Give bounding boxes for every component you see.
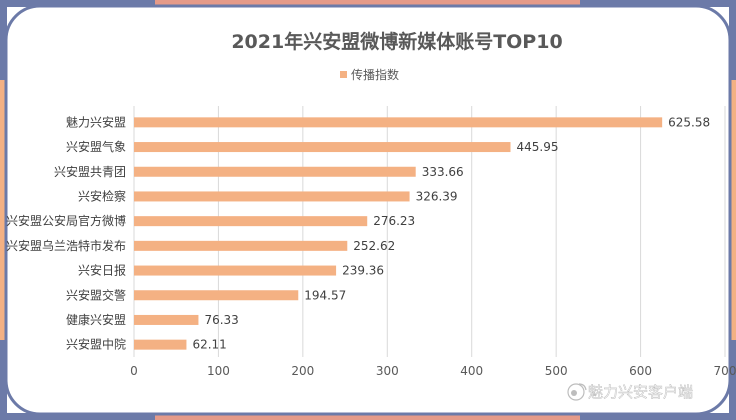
bar — [134, 191, 410, 202]
bar — [134, 265, 337, 276]
x-tick-label: 600 — [629, 364, 652, 378]
data-label: 252.62 — [353, 239, 395, 253]
data-label: 445.95 — [517, 140, 559, 154]
x-tick-label: 500 — [545, 364, 568, 378]
data-label: 239.36 — [342, 264, 384, 278]
watermark: 魅力兴安客户端 — [567, 383, 693, 401]
legend-label: 传播指数 — [351, 67, 399, 82]
x-tick-label: 0 — [130, 364, 138, 378]
bar — [134, 339, 187, 350]
x-tick-label: 700 — [714, 364, 736, 378]
bar — [134, 142, 511, 153]
bar — [134, 290, 299, 301]
category-label: 兴安检察 — [78, 188, 126, 203]
category-label: 兴安盟乌兰浩特市发布 — [6, 238, 126, 253]
category-label: 兴安盟中院 — [66, 337, 126, 352]
bar — [134, 216, 368, 227]
bar — [134, 166, 416, 177]
data-label: 62.11 — [192, 338, 226, 352]
bar — [134, 314, 199, 325]
weibo-like-logo-icon — [567, 383, 587, 401]
labels: 0 100 200 300 400 500 600 700 魅力兴安盟 625.58 兴安盟气象 44… — [6, 114, 736, 378]
data-label: 326.39 — [416, 189, 458, 203]
category-label: 兴安盟公安局官方微博 — [6, 213, 126, 228]
x-tick-label: 400 — [460, 364, 483, 378]
data-label: 333.66 — [422, 165, 464, 179]
bar — [134, 240, 348, 251]
data-label: 276.23 — [373, 214, 415, 228]
legend: 传播指数 — [340, 67, 399, 82]
category-label: 兴安日报 — [78, 263, 126, 278]
category-label: 兴安盟气象 — [66, 139, 126, 154]
data-label: 194.57 — [304, 288, 346, 302]
bars — [134, 117, 663, 350]
category-label: 魅力兴安盟 — [66, 114, 126, 129]
chart-title: 2021年兴安盟微博新媒体账号TOP10 — [231, 30, 562, 53]
x-tick-label: 200 — [291, 364, 314, 378]
legend-swatch — [340, 71, 347, 78]
data-label: 76.33 — [204, 313, 238, 327]
x-tick-label: 100 — [207, 364, 230, 378]
category-label: 兴安盟共青团 — [54, 164, 126, 179]
watermark-text: 魅力兴安客户端 — [588, 383, 693, 401]
category-label: 兴安盟交警 — [66, 287, 126, 302]
bar — [134, 117, 663, 128]
category-label: 健康兴安盟 — [66, 312, 126, 327]
x-tick-label: 300 — [376, 364, 399, 378]
data-label: 625.58 — [668, 115, 710, 129]
